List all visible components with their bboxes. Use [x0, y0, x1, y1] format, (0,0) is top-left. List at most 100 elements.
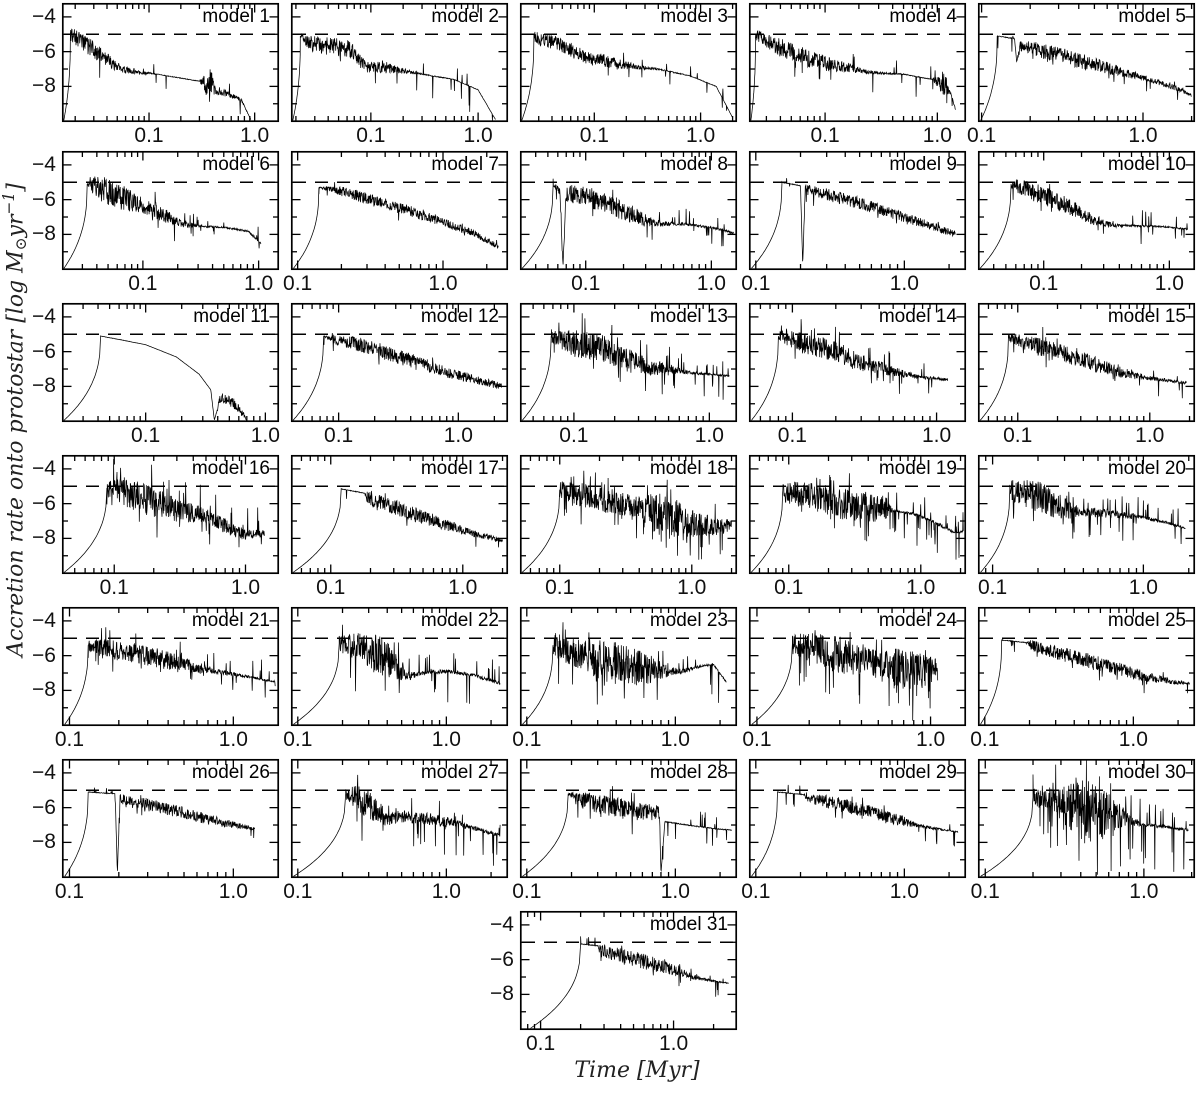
plot-area-model-26	[61, 758, 280, 879]
accretion-curve-model-7	[293, 182, 499, 269]
panel-model-31: model 31	[519, 910, 738, 1031]
y-tick-label: −4	[32, 304, 56, 328]
panel-model-25: model 25	[977, 606, 1196, 727]
x-tick-label: 0.1	[512, 880, 542, 903]
plot-area-model-2	[290, 2, 509, 123]
model-label: model 21	[191, 610, 270, 631]
x-tick-label: 0.1	[128, 272, 158, 295]
x-tick-label: 1.0	[922, 124, 952, 147]
model-label: model 5	[1118, 6, 1186, 27]
panel-model-9: model 9	[748, 150, 967, 271]
y-tick-label: −8	[32, 830, 56, 854]
y-tick-label: −4	[490, 912, 514, 936]
panel-model-20: model 20	[977, 454, 1196, 575]
panel-model-1: model 1	[61, 2, 280, 123]
plot-area-model-1	[61, 2, 280, 123]
model-label: model 9	[889, 154, 957, 175]
plot-area-model-3	[519, 2, 738, 123]
plot-area-model-12	[290, 302, 509, 423]
x-tick-label: 0.1	[810, 124, 840, 147]
x-tick-label: 0.1	[131, 424, 161, 447]
accretion-curve-model-6	[63, 176, 262, 269]
panel-model-2: model 2	[290, 2, 509, 123]
accretion-curve-model-2	[292, 32, 496, 121]
model-label: model 25	[1107, 610, 1186, 631]
x-tick-label: 0.1	[283, 728, 313, 751]
panel-model-15: model 15	[977, 302, 1196, 423]
accretion-curve-model-26	[64, 787, 256, 877]
plot-area-model-18	[519, 454, 738, 575]
plot-area-model-19	[748, 454, 967, 575]
y-tick-label: −4	[32, 456, 56, 480]
x-axis-title: Time [Myr]	[574, 1058, 700, 1083]
accretion-curve-model-14	[751, 319, 949, 421]
plot-area-model-6	[61, 150, 280, 271]
accretion-curve-model-9	[751, 178, 956, 269]
plot-area-model-9	[748, 150, 967, 271]
panel-model-13: model 13	[519, 302, 738, 423]
x-tick-label: 0.1	[525, 1032, 556, 1055]
x-tick-label: 1.0	[230, 576, 261, 599]
x-tick-label: 1.0	[448, 576, 478, 599]
accretion-curve-model-27	[293, 774, 501, 877]
plot-area-model-14	[748, 302, 967, 423]
x-tick-label: 1.0	[660, 728, 690, 751]
accretion-curve-model-17	[292, 487, 503, 573]
accretion-curve-model-5	[980, 35, 1192, 121]
model-label: model 12	[420, 306, 499, 327]
plot-area-model-8	[519, 150, 738, 271]
x-tick-label: 0.1	[978, 576, 1008, 599]
plot-area-model-23	[519, 606, 738, 727]
model-label: model 29	[878, 762, 957, 783]
panel-model-4: model 4	[748, 2, 967, 123]
x-tick-label: 1.0	[1128, 124, 1158, 147]
model-label: model 23	[649, 610, 728, 631]
y-tick-label: −8	[32, 222, 56, 246]
x-tick-label: 0.1	[283, 880, 313, 903]
panel-model-24: model 24	[748, 606, 967, 727]
panel-model-17: model 17	[290, 454, 509, 575]
model-label: model 3	[660, 6, 728, 27]
plot-area-model-30	[977, 758, 1196, 879]
accretion-curve-model-29	[751, 784, 959, 877]
accretion-curve-model-23	[522, 622, 727, 725]
plot-area-model-15	[977, 302, 1196, 423]
x-tick-label: 1.0	[889, 880, 919, 903]
panel-model-16: model 16	[61, 454, 280, 575]
x-tick-label: 1.0	[685, 124, 716, 147]
plot-area-model-7	[290, 150, 509, 271]
accretion-curve-model-21	[64, 627, 276, 725]
plot-area-model-21	[61, 606, 280, 727]
panel-model-18: model 18	[519, 454, 738, 575]
model-label: model 17	[420, 458, 499, 479]
plot-area-model-16	[61, 454, 280, 575]
plot-area-model-29	[748, 758, 967, 879]
x-tick-label: 1.0	[1118, 728, 1148, 751]
model-label: model 6	[202, 154, 270, 175]
x-tick-label: 1.0	[915, 728, 946, 751]
x-tick-label: 1.0	[660, 880, 690, 903]
model-label: model 15	[1107, 306, 1186, 327]
model-label: model 26	[191, 762, 270, 783]
x-tick-label: 1.0	[431, 728, 461, 751]
panel-model-27: model 27	[290, 758, 509, 879]
accretion-curve-model-11	[63, 335, 248, 421]
x-tick-label: 0.1	[970, 880, 1000, 903]
plot-area-model-28	[519, 758, 738, 879]
accretion-curve-model-1	[63, 28, 252, 121]
x-tick-label: 0.1	[559, 424, 589, 447]
x-tick-label: 0.1	[324, 424, 354, 447]
plot-area-model-5	[977, 2, 1196, 123]
accretion-curve-model-16	[63, 458, 266, 573]
accretion-curve-model-12	[292, 332, 502, 421]
panel-model-21: model 21	[61, 606, 280, 727]
plot-area-model-31	[519, 910, 738, 1031]
x-tick-label: 0.1	[1003, 424, 1033, 447]
accretion-curve-model-18	[521, 470, 732, 573]
x-tick-label: 0.1	[966, 124, 997, 147]
x-tick-label: 1.0	[463, 124, 493, 147]
model-label: model 20	[1107, 458, 1186, 479]
x-tick-label: 1.0	[240, 124, 270, 147]
y-tick-label: −4	[32, 608, 56, 632]
model-label: model 31	[649, 914, 728, 935]
